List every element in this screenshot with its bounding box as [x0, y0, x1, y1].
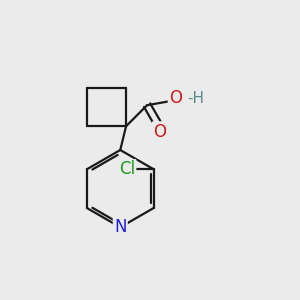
- Text: O: O: [169, 89, 182, 107]
- Text: N: N: [114, 218, 127, 236]
- Text: Cl: Cl: [119, 160, 135, 178]
- Text: -H: -H: [187, 91, 204, 106]
- Text: O: O: [153, 122, 166, 140]
